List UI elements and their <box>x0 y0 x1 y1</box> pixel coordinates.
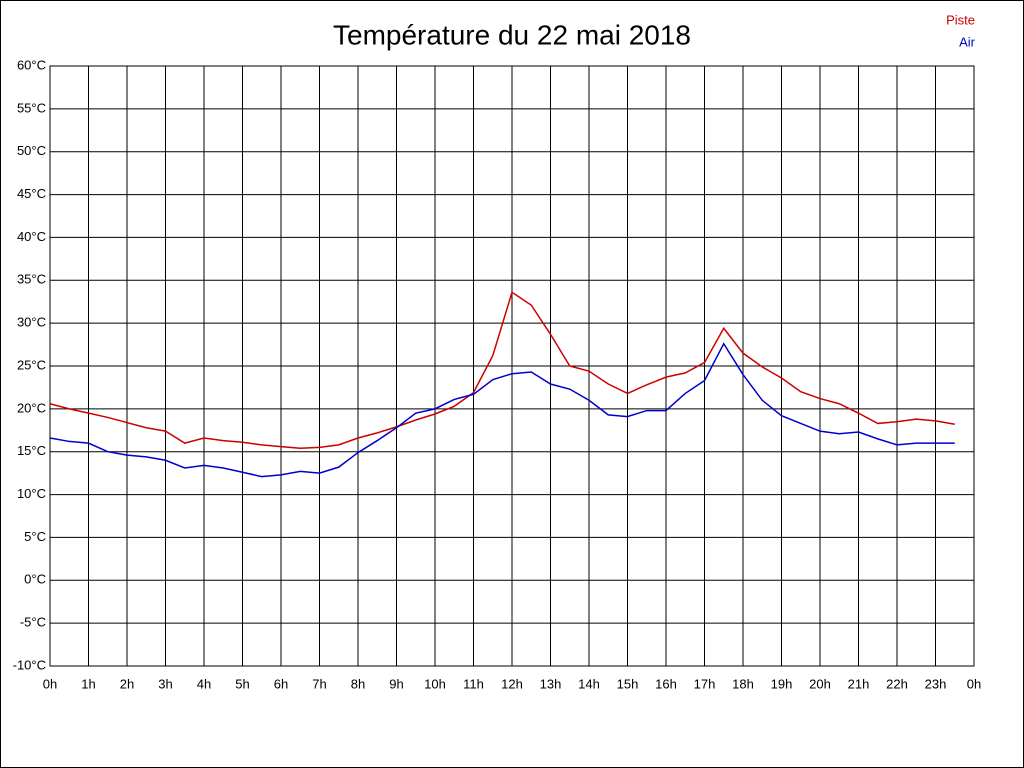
y-tick-label: 40°C <box>17 229 46 244</box>
legend-entry: Piste <box>946 12 975 27</box>
x-tick-label: 0h <box>967 676 981 691</box>
y-tick-label: 0°C <box>24 572 46 587</box>
x-tick-label: 3h <box>158 676 172 691</box>
y-tick-label: 10°C <box>17 486 46 501</box>
x-tick-label: 9h <box>389 676 403 691</box>
y-tick-label: 45°C <box>17 186 46 201</box>
x-tick-label: 18h <box>732 676 754 691</box>
x-tick-label: 1h <box>81 676 95 691</box>
x-tick-label: 0h <box>43 676 57 691</box>
y-tick-label: 20°C <box>17 400 46 415</box>
x-tick-label: 16h <box>655 676 677 691</box>
line-series <box>49 342 955 478</box>
x-tick-label: 7h <box>312 676 326 691</box>
x-tick-label: 15h <box>617 676 639 691</box>
x-tick-label: 11h <box>463 676 484 691</box>
y-tick-label: 50°C <box>17 143 46 158</box>
x-tick-label: 5h <box>235 676 249 691</box>
x-tick-label: 20h <box>809 676 831 691</box>
x-tick-label: 17h <box>694 676 716 691</box>
y-tick-label: 55°C <box>17 100 46 115</box>
y-tick-label: 25°C <box>17 357 46 372</box>
x-tick-label: 12h <box>501 676 523 691</box>
x-tick-label: 21h <box>848 676 870 691</box>
x-tick-label: 10h <box>424 676 446 691</box>
x-tick-label: 8h <box>351 676 365 691</box>
x-tick-label: 4h <box>197 676 211 691</box>
y-tick-label: 30°C <box>17 315 46 330</box>
x-tick-label: 13h <box>540 676 562 691</box>
line-series <box>49 291 955 450</box>
y-tick-label: -10°C <box>13 657 46 672</box>
y-tick-label: -5°C <box>20 615 46 630</box>
x-tick-label: 22h <box>886 676 908 691</box>
chart-title: Température du 22 mai 2018 <box>333 19 691 50</box>
x-tick-label: 23h <box>925 676 947 691</box>
y-tick-label: 15°C <box>17 443 46 458</box>
y-tick-label: 5°C <box>24 529 46 544</box>
legend-entry: Air <box>959 34 976 49</box>
x-tick-label: 14h <box>578 676 600 691</box>
x-tick-label: 2h <box>120 676 134 691</box>
y-tick-label: 60°C <box>17 57 46 72</box>
y-tick-label: 35°C <box>17 272 46 287</box>
x-tick-label: 6h <box>274 676 288 691</box>
x-tick-label: 19h <box>771 676 793 691</box>
